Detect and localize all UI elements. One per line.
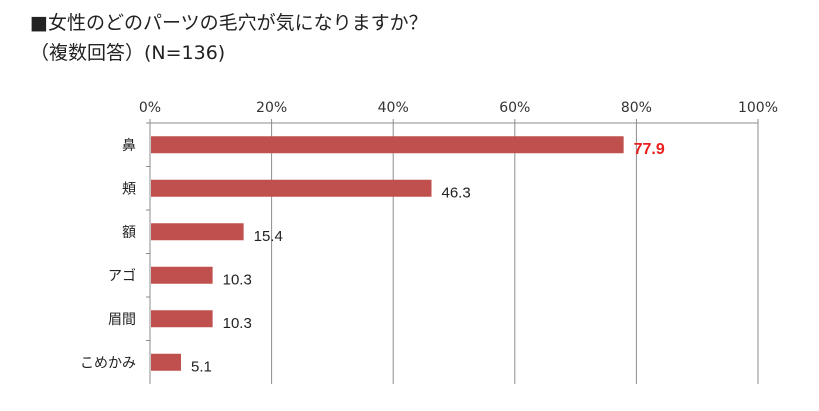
category-label: 頬 [122, 181, 136, 197]
bar [151, 266, 213, 284]
x-tick-label: 100% [738, 100, 778, 116]
bar [151, 223, 244, 241]
category-label: 額 [122, 225, 136, 241]
chart-title: ■女性のどのパーツの毛穴が気になりますか？ [30, 12, 428, 34]
category-label: 眉間 [108, 312, 136, 328]
data-label: 5.1 [191, 358, 212, 375]
data-label: 77.9 [634, 141, 665, 158]
category-label: 鼻 [122, 137, 136, 154]
x-tick-label: 60% [499, 100, 530, 116]
data-label: 10.3 [223, 271, 252, 288]
bar [151, 136, 624, 154]
data-label: 15.4 [254, 228, 283, 245]
data-label: 46.3 [442, 184, 471, 201]
bar [151, 353, 182, 371]
category-label: アゴ [108, 267, 136, 284]
category-label: こめかみ [80, 355, 136, 371]
chart-subtitle: （複数回答）(N=136) [30, 42, 226, 64]
x-tick-label: 40% [378, 100, 409, 116]
x-tick-label: 0% [139, 100, 161, 116]
x-tick-label: 20% [256, 100, 287, 116]
bar [151, 310, 213, 328]
bar [151, 179, 432, 197]
data-label: 10.3 [223, 315, 252, 332]
x-tick-label: 80% [621, 100, 652, 116]
